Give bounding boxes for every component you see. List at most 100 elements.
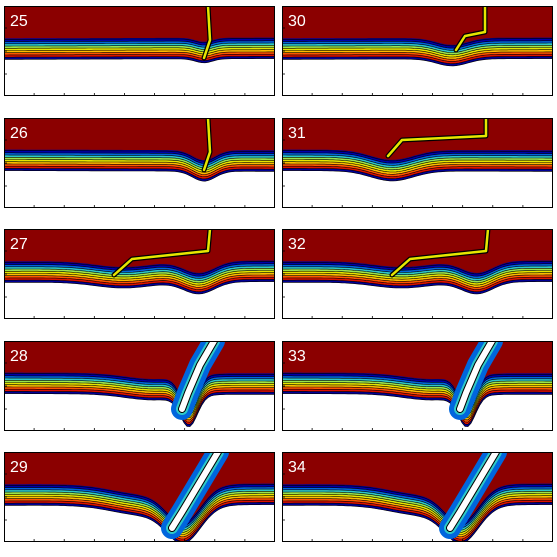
- contour-line: [282, 150, 552, 162]
- contour-line: [4, 281, 274, 295]
- contour-line: [4, 279, 274, 293]
- contour-line: [4, 51, 274, 57]
- contour-line: [4, 47, 274, 53]
- contour-line: [4, 165, 274, 178]
- simulation-panel: 29: [4, 452, 275, 542]
- contour-line: [282, 491, 552, 531]
- contour-line: [4, 49, 274, 55]
- panel-label: 30: [288, 13, 306, 30]
- panel-label: 28: [10, 348, 28, 365]
- contour-line: [282, 265, 552, 279]
- contour-line: [4, 38, 274, 44]
- contour-line: [4, 40, 274, 46]
- contour-line: [282, 384, 552, 419]
- contour-line: [282, 58, 552, 67]
- panel-label: 25: [10, 13, 28, 30]
- contour-line: [4, 265, 274, 279]
- contour-line: [4, 386, 274, 421]
- simulation-panel: 31: [282, 118, 553, 208]
- contour-line: [282, 495, 552, 535]
- panel-label: 34: [288, 459, 306, 476]
- simulation-panel: 25: [4, 6, 275, 96]
- contour-line: [4, 268, 274, 282]
- contour-line: [4, 45, 274, 50]
- contour-line: [282, 165, 552, 177]
- contour-line: [282, 42, 552, 51]
- contour-line: [282, 375, 552, 410]
- simulation-panel: 34: [282, 452, 553, 542]
- contour-line: [282, 380, 552, 414]
- contour-line: [282, 268, 552, 282]
- contour-line: [282, 493, 552, 533]
- contour-line: [282, 279, 552, 293]
- conduit-core: [169, 452, 221, 531]
- conduit-core: [457, 341, 495, 412]
- contour-line: [4, 486, 274, 527]
- contour-line: [4, 391, 274, 425]
- contour-line: [4, 274, 274, 288]
- simulation-panel: 26: [4, 118, 275, 208]
- contour-line: [4, 497, 274, 538]
- contour-line: [282, 152, 552, 164]
- panel-label: 27: [10, 236, 28, 253]
- contour-line: [4, 380, 274, 414]
- contour-line: [4, 56, 274, 61]
- upper-field: [4, 6, 275, 42]
- panel-label: 33: [288, 348, 306, 365]
- contour-line: [282, 377, 553, 412]
- contour-line: [282, 51, 552, 60]
- contour-line: [282, 386, 552, 421]
- contour-line: [282, 157, 552, 168]
- conduit-core: [454, 6, 487, 52]
- contour-line: [4, 388, 274, 423]
- contour-line: [282, 38, 552, 47]
- contour-line: [4, 493, 274, 533]
- contour-line: [282, 388, 552, 423]
- contour-line: [282, 281, 552, 295]
- contour-line: [282, 270, 552, 284]
- contour-line: [282, 161, 552, 173]
- contour-line: [282, 391, 552, 425]
- conduit-core: [386, 118, 488, 158]
- contour-line: [4, 373, 274, 407]
- contour-line: [4, 272, 274, 286]
- contour-line: [282, 484, 552, 524]
- contour-line: [4, 161, 274, 173]
- contour-line: [4, 157, 274, 169]
- contour-line: [4, 504, 274, 542]
- contour-line: [282, 274, 552, 288]
- contour-line: [4, 382, 274, 416]
- contour-line: [282, 393, 552, 427]
- contour-line: [282, 502, 552, 542]
- conduit-core: [112, 229, 212, 277]
- contour-line: [4, 499, 274, 540]
- contour-line: [282, 170, 552, 182]
- simulation-panel: 30: [282, 6, 553, 96]
- simulation-panel: 33: [282, 341, 553, 431]
- contour-line: [4, 152, 274, 164]
- contour-line: [4, 168, 274, 180]
- contour-line: [282, 154, 552, 166]
- contour-line: [4, 53, 274, 59]
- contour-line: [4, 276, 274, 290]
- contour-line: [4, 58, 274, 64]
- contour-line: [4, 154, 274, 166]
- contour-line: [282, 373, 552, 407]
- simulation-panel: 32: [282, 229, 553, 319]
- contour-line: [282, 168, 552, 179]
- contour-line: [282, 49, 552, 58]
- contour-line: [282, 382, 552, 416]
- contour-line: [4, 484, 274, 524]
- contour-line: [4, 502, 274, 542]
- conduit-core: [447, 452, 499, 531]
- contour-line: [282, 497, 552, 538]
- contour-line: [282, 159, 552, 171]
- conduit-core: [390, 229, 490, 277]
- contour-line: [282, 499, 552, 540]
- contour-line: [282, 40, 552, 49]
- contour-line: [4, 263, 274, 277]
- contour-line: [282, 53, 552, 62]
- contour-line: [4, 170, 274, 182]
- contour-line: [282, 276, 552, 290]
